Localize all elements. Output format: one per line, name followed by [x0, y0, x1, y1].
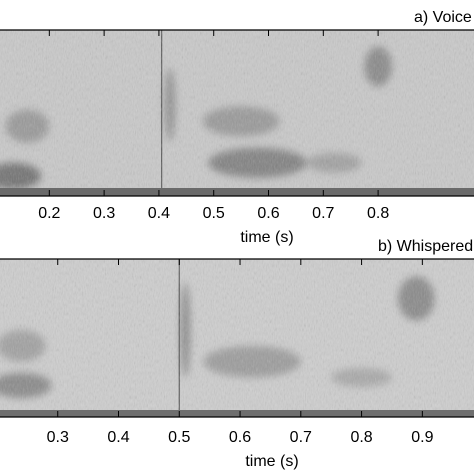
panel-a-tick-label: 0.4 [148, 205, 170, 222]
panel-b: b) Whispered 0.3 0.4 0.5 0.6 0.7 0.8 0.9 time … [0, 238, 474, 470]
panel-a-tick-label: 0.5 [203, 205, 225, 222]
panel-a-tick-label: 0.6 [257, 205, 279, 222]
panel-a-tick-label: 0.3 [93, 205, 115, 222]
panel-a-x-axis: 0.2 0.3 0.4 0.5 0.6 0.7 0.8 [38, 30, 389, 222]
panel-b-x-axis: 0.3 0.4 0.5 0.6 0.7 0.8 0.9 [47, 259, 434, 446]
panel-b-noise-texture [0, 259, 474, 417]
panel-b-tick-label: 0.8 [350, 429, 372, 446]
panel-a-title: a) Voice [414, 9, 472, 26]
panel-b-tick-label: 0.4 [107, 429, 129, 446]
panel-a-noise-texture [0, 30, 474, 196]
panel-b-tick-label: 0.3 [47, 429, 69, 446]
panel-a-tick-label: 0.7 [312, 205, 334, 222]
panel-b-tick-label: 0.5 [168, 429, 190, 446]
panel-b-tick-label: 0.7 [290, 429, 312, 446]
panel-a-tick-label: 0.2 [38, 205, 60, 222]
panel-a-tick-label: 0.8 [367, 205, 389, 222]
panel-b-tick-label: 0.9 [411, 429, 433, 446]
panel-b-tick-label: 0.6 [229, 429, 251, 446]
panel-b-title: b) Whispered [378, 238, 473, 255]
panel-a: a) Voice 0.2 0.3 0.4 0.5 0.6 0.7 0.8 time (s) [0, 9, 474, 246]
panel-a-lowfreq-band [0, 188, 474, 196]
panel-a-xlabel: time (s) [240, 229, 293, 246]
panel-b-xlabel: time (s) [245, 453, 298, 470]
panel-b-lowfreq-band [0, 410, 474, 417]
